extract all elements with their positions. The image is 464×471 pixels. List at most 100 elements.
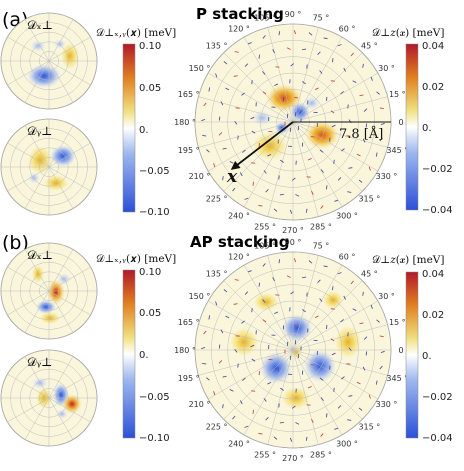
large-plot-1-arrow-96: [234, 279, 239, 281]
large-plot-1-arrow-83: [356, 381, 361, 385]
large-plot-0-angle-label-13: 195 °: [178, 146, 200, 155]
large-plot-1-field-0: [260, 352, 292, 384]
large-plot-0-arrow-82: [348, 167, 353, 169]
cbar-a-right-tick-2: 0.: [422, 123, 432, 134]
large-plot-0-arrow-85: [365, 123, 368, 128]
large-plot-0-angle-label-6: 90 °: [285, 10, 302, 19]
large-plot-1-angle-label-7: 105 °: [254, 242, 276, 251]
large-plot-0-arrow-97: [223, 61, 228, 65]
large-plot-0-angle-label-19: 285 °: [310, 222, 332, 231]
large-plot-0-angle-label-4: 60 °: [339, 24, 356, 33]
large-plot-1-angle-label-16: 240 °: [228, 440, 250, 449]
large-plot-1-arrow-85: [365, 351, 368, 356]
large-plot-0-arrow-39: [290, 63, 295, 67]
large-plot-1-angle-label-13: 195 °: [178, 374, 200, 383]
large-plot-0-arrow-91: [308, 32, 313, 36]
small-plot-2-field-2: [40, 312, 60, 324]
large-plot-1-field-2: [282, 314, 312, 342]
large-plot-1-angle-label-23: 345 °: [386, 374, 408, 383]
large-plot-0-arrow-49: [263, 170, 267, 174]
large-plot-0-arrow-94: [262, 35, 266, 39]
large-plot-0-arrow-25: [250, 116, 255, 120]
small-plot-2-field-3: [32, 265, 44, 283]
large-plot-1-arrow-62: [302, 276, 307, 279]
large-plot-1-arrow-45: [234, 348, 238, 353]
large-plot-0-arrow-71: [218, 132, 223, 136]
large-plot-0-arrow-98: [215, 73, 218, 78]
large-plot-1-arrow-111: [305, 436, 308, 441]
large-plot-0-arrow-95: [247, 42, 252, 45]
large-plot-0-angle-label-11: 165 °: [178, 90, 200, 99]
large-plot-0-arrow-29: [280, 159, 284, 163]
large-plot-0-arrow-78: [295, 194, 300, 197]
large-plot-0-arrow-117: [375, 152, 378, 157]
cbar-b-left-tick-2: 0.: [139, 350, 149, 361]
large-plot-1-arrow-93: [278, 259, 281, 264]
large-plot-1-angle-label-21: 315 °: [358, 422, 380, 431]
large-plot-1-angle-label-20: 300 °: [336, 440, 358, 449]
large-plot-0-arrow-109: [273, 208, 278, 212]
large-plot-1-arrow-91: [308, 260, 313, 264]
large-plot-0-arrow-115: [358, 179, 363, 183]
large-plot-1-angle-label-10: 150 °: [189, 292, 211, 301]
large-plot-0-arrow-20: [302, 81, 306, 85]
large-plot-0-arrow-93: [278, 31, 281, 36]
large-plot-1-arrow-110: [289, 437, 293, 442]
large-plot-0-angle-label-2: 30 °: [378, 64, 395, 73]
large-plot-1-arrow-89: [343, 295, 347, 300]
cbar-a-left-title: 𝒟⊥ₓ,ᵧ(𝒙) [meV]: [96, 27, 176, 39]
large-plot-0-arrow-61: [317, 51, 321, 55]
large-plot-0-arrow-105: [222, 176, 224, 181]
small-plot-0-title: 𝒟ₓ⊥: [27, 18, 53, 32]
small-plot-0: 𝒟ₓ⊥: [0, 12, 98, 110]
large-plot-0-angle-label-8: 120 °: [228, 24, 250, 33]
large-plot-0-arrow-62: [302, 48, 307, 51]
large-plot-1-arrow-104: [213, 391, 216, 396]
large-plot-0-arrow-100: [203, 102, 207, 107]
large-plot-1-field-1: [304, 350, 336, 382]
small-plot-0-field-1: [61, 43, 79, 69]
cbar-a-left-tick-3: −0.05: [139, 166, 170, 177]
large-plot-1-arrow-120: [379, 335, 384, 338]
large-plot-0-arrow-70: [218, 116, 221, 121]
large-plot-0-arrow-55: [341, 148, 345, 152]
large-plot-0-arrow-72: [222, 147, 227, 150]
large-plot-1-arrow-100: [203, 330, 207, 335]
small-plot-3: 𝒟ᵧ⊥: [0, 349, 98, 447]
large-plot-1-arrow-73: [229, 389, 234, 392]
large-plot-0-arrow-65: [258, 54, 261, 59]
large-plot-1-arrow-34: [331, 352, 336, 356]
cbar-a-right-title: 𝒟⊥𝑧(𝒙) [meV]: [372, 27, 445, 39]
large-plot-1: 0 15 ° 30 ° 45 ° 60 ° 75 ° 90 ° 105 ° 120 °135 °…: [174, 238, 408, 463]
large-plot-0-angle-label-12: 180 °: [174, 118, 196, 127]
cbar-a-left-tick-0: 0.10: [139, 41, 161, 52]
cbar-b-left-tick-3: −0.05: [139, 392, 170, 403]
small-polar-plots: 𝒟ₓ⊥ 𝒟ᵧ⊥ 𝒟ₓ⊥ 𝒟ᵧ⊥: [0, 12, 98, 447]
large-plot-0-arrow-23: [262, 91, 267, 95]
cbar-b-right-tick-1: 0.02: [422, 310, 444, 321]
small-plot-1-field-0: [50, 145, 76, 167]
large-plot-1-arrow-20: [302, 309, 306, 313]
colorbar-left-a: [122, 43, 136, 213]
colorbar-right-a: [405, 43, 419, 211]
large-plot-1-arrow-68: [225, 315, 230, 319]
large-plot-0-field-2: [253, 132, 287, 160]
large-plot-1-arrow-81: [337, 405, 342, 409]
large-plot-0-arrow-119: [380, 122, 385, 126]
large-plot-1-arrow-95: [247, 270, 252, 273]
large-plot-0-angle-label-3: 45 °: [361, 42, 378, 51]
large-plot-0-arrow-96: [234, 51, 239, 53]
large-plot-1-arrow-78: [295, 422, 300, 425]
large-plot-0-angle-label-10: 150 °: [189, 64, 211, 73]
panel-a-title: P stacking: [196, 5, 284, 23]
large-plot-0-arrow-101: [201, 118, 206, 122]
large-plot-1-arrow-97: [223, 289, 228, 293]
large-plot-0: 0 15 ° 30 ° 45 ° 60 ° 75 ° 90 ° 105 ° 120 °135 °…: [174, 10, 408, 235]
large-plot-1-angle-label-3: 45 °: [361, 270, 378, 279]
small-plot-1-title: 𝒟ᵧ⊥: [27, 124, 52, 138]
small-plot-2: 𝒟ₓ⊥: [0, 242, 98, 340]
large-plot-0-arrow-81: [337, 177, 342, 181]
large-plot-0-arrow-79: [311, 190, 314, 195]
x-axis-label: 𝒙: [226, 167, 238, 187]
large-plot-0-arrow-84: [362, 138, 366, 143]
